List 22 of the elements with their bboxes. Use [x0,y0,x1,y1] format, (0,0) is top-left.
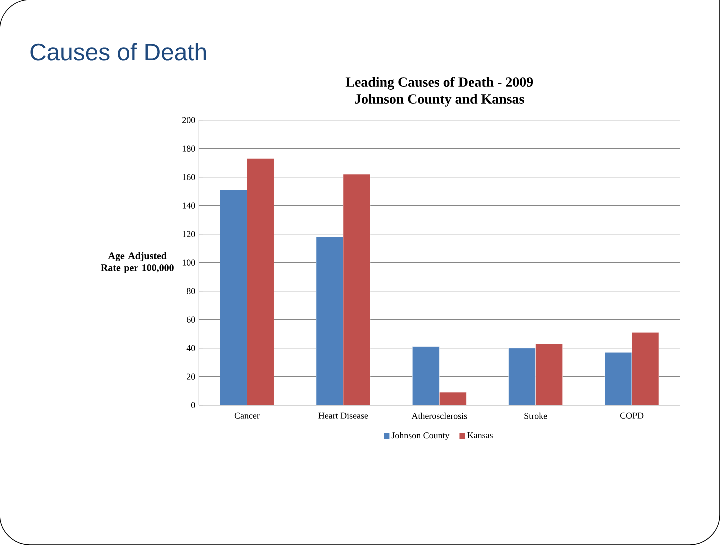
y-tick-label: 180 [182,146,196,152]
x-tick-label: COPD [620,412,644,419]
y-tick-label: 120 [182,231,196,238]
legend-label: Kansas [468,432,493,438]
y-tick-label: 80 [187,288,196,294]
chart-title: Leading Causes of Death - 2009 [346,77,534,90]
x-tick-label: Cancer [234,412,260,419]
text: Causes of Death [30,43,206,61]
y-tick-label: 60 [187,316,196,323]
y-tick-label: 200 [182,117,196,124]
y-tick-label: 20 [187,374,196,380]
y-tick-label: 140 [182,202,196,209]
y-axis-title: Age Adjusted Rate per 100,000 [101,252,174,274]
legend-label: Johnson County [392,432,450,440]
y-tick-label: 160 [182,174,196,180]
x-tick-label: Atherosclerosis [412,412,468,420]
x-tick-label: Stroke [524,412,548,420]
y-tick-label: 0 [191,402,196,408]
y-tick-label: 40 [186,345,196,352]
chart-subtitle: Johnson County and Kansas [355,94,524,107]
y-tick-label: 100 [182,260,196,266]
x-tick-label: Heart Disease [318,412,368,419]
